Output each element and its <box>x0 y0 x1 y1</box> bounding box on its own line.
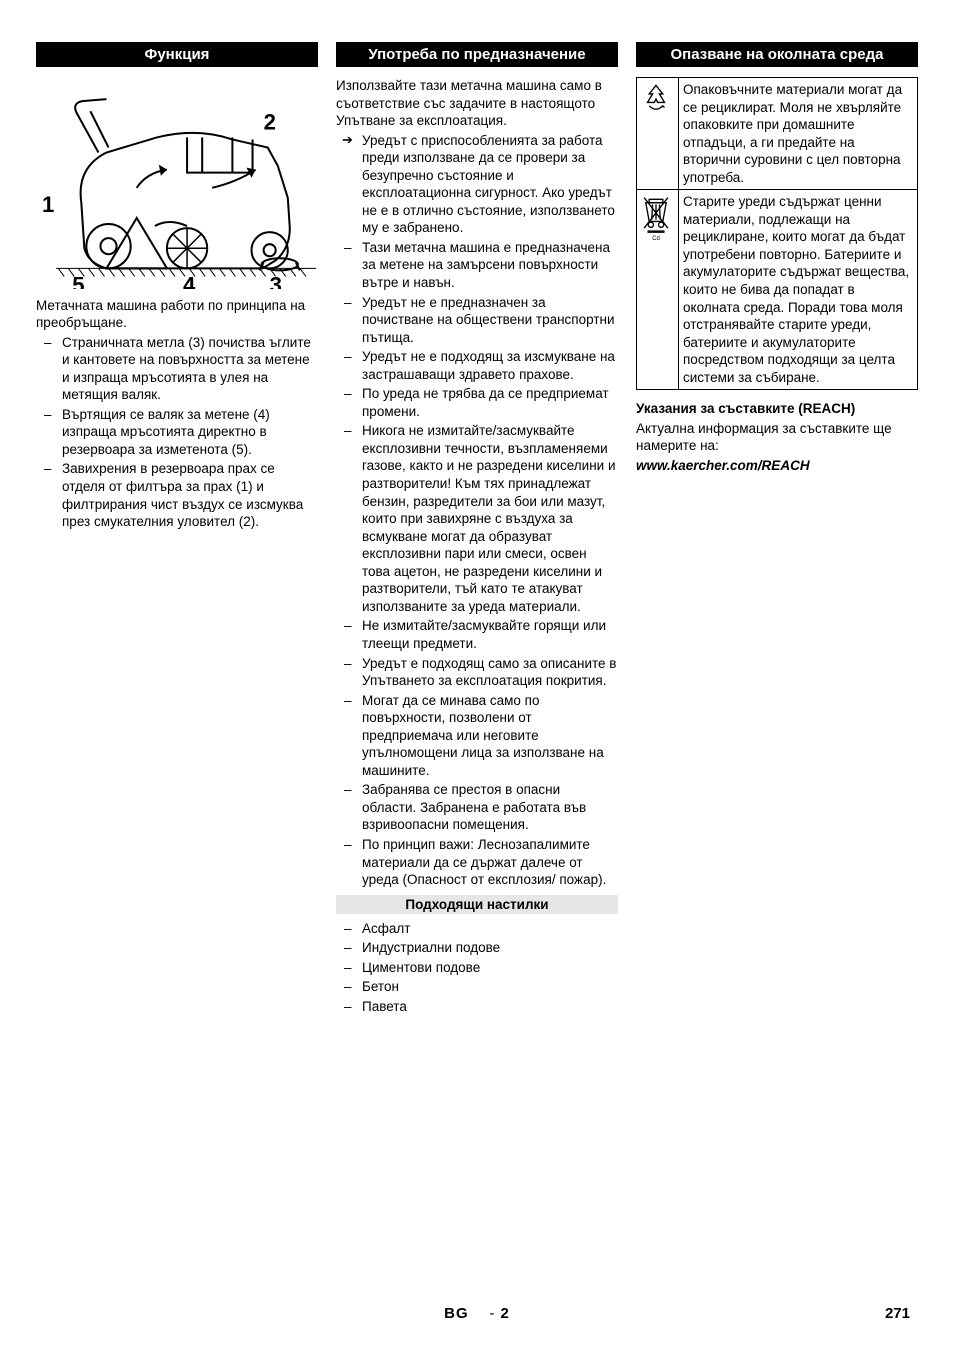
surfaces-bullets: Асфалт Индустриални подове Циментови под… <box>336 920 618 1016</box>
list-item: Циментови подове <box>336 959 618 977</box>
usage-bullets: Тази метачна машина е предназначена за м… <box>336 239 618 889</box>
footer-lang: BG <box>444 1305 469 1322</box>
column-usage: Употреба по предназначение Използвайте т… <box>336 42 618 1019</box>
figure-label-1: 1 <box>42 192 54 217</box>
function-bullets: Страничната метла (3) почиства ъглите и … <box>36 334 318 531</box>
list-item: Асфалт <box>336 920 618 938</box>
list-item: По уреда не трябва да се предприемат про… <box>336 385 618 420</box>
page-columns: Функция <box>36 42 918 1019</box>
footer-page: 2 <box>501 1305 510 1322</box>
svg-text:Cd: Cd <box>652 236 660 242</box>
footer-sep: - <box>489 1305 495 1322</box>
env-cell-packaging: Опаковъчните материали могат да се рецик… <box>679 78 918 190</box>
figure-label-3: 3 <box>270 273 282 289</box>
list-item: Могат да се минава само по повърхности, … <box>336 692 618 780</box>
list-item: Никога не измитайте/засмуквайте експлози… <box>336 422 618 615</box>
weee-icon: Cd <box>637 190 679 390</box>
function-intro: Метачната машина работи по принципа на п… <box>36 297 318 332</box>
list-item: Павета <box>336 998 618 1016</box>
section-title-usage: Употреба по предназначение <box>336 42 618 67</box>
footer-center: BG - 2 <box>444 1305 510 1322</box>
list-item: Завихрения в резервоара прах се отделя о… <box>36 460 318 530</box>
list-item: Уредът не е подходящ за изсмукване на за… <box>336 348 618 383</box>
environment-table: Опаковъчните материали могат да се рецик… <box>636 77 918 390</box>
env-cell-old-devices: Старите уреди съдържат ценни материали, … <box>679 190 918 390</box>
list-item: Уредът не е предназначен за почистване н… <box>336 294 618 347</box>
list-item: Индустриални подове <box>336 939 618 957</box>
sub-title-surfaces: Подходящи настилки <box>336 895 618 914</box>
list-item: Въртящия се валяк за метене (4) изпраща … <box>36 406 318 459</box>
reach-text: Актуална информация за съставките ще нам… <box>636 420 918 455</box>
usage-intro: Използвайте тази метачна машина само в с… <box>336 77 618 130</box>
column-environment: Опазване на околната среда Опаковъчните … <box>636 42 918 1019</box>
figure-label-5: 5 <box>72 273 84 289</box>
usage-arrow-list: Уредът с приспособленията за работа пред… <box>336 132 618 237</box>
section-title-environment: Опазване на околната среда <box>636 42 918 67</box>
reach-link: www.kaercher.com/REACH <box>636 457 918 475</box>
figure-label-4: 4 <box>183 273 196 289</box>
column-function: Функция <box>36 42 318 1019</box>
recycle-icon <box>637 78 679 190</box>
figure-label-2: 2 <box>264 109 276 134</box>
page-footer: BG - 2 271 <box>0 1305 954 1322</box>
list-item: По принцип важи: Леснозапалимите материа… <box>336 836 618 889</box>
list-item: Уредът е подходящ само за описаните в Уп… <box>336 655 618 690</box>
reach-title: Указания за съставките (REACH) <box>636 400 918 418</box>
sweeper-figure: 1 2 3 4 5 <box>36 77 318 289</box>
list-item: Забранява се престоя в опасни области. З… <box>336 781 618 834</box>
footer-abs-page: 271 <box>885 1305 910 1322</box>
list-item: Уредът с приспособленията за работа пред… <box>336 132 618 237</box>
list-item: Бетон <box>336 978 618 996</box>
list-item: Не измитайте/засмуквайте горящи или тлее… <box>336 617 618 652</box>
list-item: Страничната метла (3) почиства ъглите и … <box>36 334 318 404</box>
section-title-function: Функция <box>36 42 318 67</box>
list-item: Тази метачна машина е предназначена за м… <box>336 239 618 292</box>
